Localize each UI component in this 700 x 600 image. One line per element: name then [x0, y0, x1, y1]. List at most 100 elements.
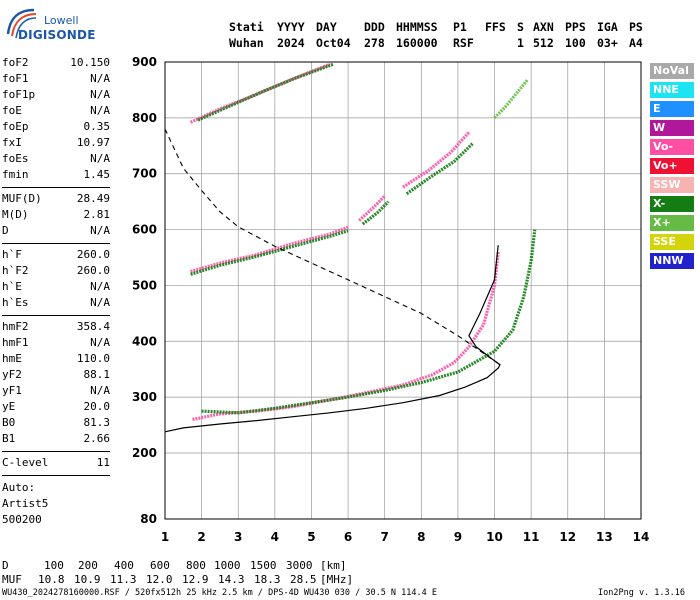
param-value: 2.81 [83, 208, 111, 221]
param-label: M(D) [2, 208, 29, 221]
param-label: foF2 [2, 56, 29, 69]
param-row: C-level 11 [2, 456, 110, 472]
header-label: Stati [229, 20, 264, 34]
param-label: yF1 [2, 384, 22, 397]
muf-value: 14.3 [218, 573, 245, 586]
param-value: 88.1 [83, 368, 111, 381]
distance-value: 400 [114, 559, 134, 572]
logo-swirl-icon [6, 8, 37, 39]
muf-value: 12.0 [146, 573, 173, 586]
param-row: h`E N/A [2, 280, 110, 296]
echo-trace [197, 62, 334, 122]
autoscaler-name: Artist5 [2, 497, 49, 510]
param-row: yF1 N/A [2, 384, 110, 400]
echo-trace [361, 200, 390, 226]
distance-label: D [2, 559, 9, 572]
param-value: 10.150 [70, 56, 110, 69]
legend-item-noval: NoVal [650, 63, 694, 79]
echo-traces [189, 62, 537, 422]
param-label: foEs [2, 152, 29, 165]
x-tick-label: 13 [596, 530, 613, 544]
y-tick-label: 600 [132, 223, 157, 237]
param-row: B1 2.66 [2, 432, 110, 448]
param-value: 2.66 [83, 432, 111, 445]
header-value: 512 [533, 36, 554, 50]
header-label: PS [629, 20, 643, 34]
legend-item-e: E [650, 101, 694, 117]
distance-value: 100 [44, 559, 64, 572]
header-value: Wuhan [229, 36, 264, 50]
param-label: h`Es [2, 296, 29, 309]
density-profile [164, 128, 501, 433]
footer-file-info: WU430_2024278160000.RSF / 520fx512h 25 k… [2, 588, 437, 598]
param-label: hmF1 [2, 336, 29, 349]
y-tick-label: 500 [132, 278, 157, 292]
header-value: 03+ [597, 36, 618, 50]
param-value: N/A [90, 152, 110, 165]
y-tick-label: 80 [140, 512, 157, 526]
param-row: hmF1 N/A [2, 336, 110, 352]
header-label: DAY [316, 20, 337, 34]
y-tick-label: 400 [132, 334, 157, 348]
header-label: PPS [565, 20, 586, 34]
param-row: yF2 88.1 [2, 368, 110, 384]
param-row: D N/A [2, 224, 110, 240]
y-tick-label: 900 [132, 55, 157, 69]
param-value: 0.35 [83, 120, 111, 133]
header-value: RSF [453, 36, 474, 50]
param-label: C-level [2, 456, 49, 469]
x-tick-label: 12 [559, 530, 576, 544]
separator [2, 243, 110, 244]
header-value: 1 [517, 36, 524, 50]
param-label: foE [2, 104, 22, 117]
param-value: 20.0 [83, 400, 111, 413]
muf-value: 28.5 [290, 573, 317, 586]
header-label: FFS [485, 20, 506, 34]
param-label: hmE [2, 352, 22, 365]
param-label: h`F [2, 248, 22, 261]
param-value: 358.4 [76, 320, 110, 333]
muf-value: 18.3 [254, 573, 281, 586]
param-label: B1 [2, 432, 16, 445]
header-value: 278 [364, 36, 385, 50]
param-value: N/A [90, 88, 110, 101]
muf-label: MUF [2, 573, 22, 586]
param-value: 81.3 [83, 416, 111, 429]
x-tick-label: 2 [197, 530, 205, 544]
legend-item-w: W [650, 120, 694, 136]
param-label: h`E [2, 280, 22, 293]
distance-value: 600 [150, 559, 170, 572]
footer-version: Ion2Png v. 1.3.16 [598, 588, 685, 598]
param-label: MUF(D) [2, 192, 42, 205]
y-tick-label: 300 [132, 390, 157, 404]
muf-value: 10.8 [38, 573, 65, 586]
echo-trace [405, 142, 474, 196]
x-tick-label: 7 [381, 530, 389, 544]
param-row: hmF2 358.4 [2, 320, 110, 336]
distance-value: 800 [186, 559, 206, 572]
separator [2, 187, 110, 188]
header-label: YYYY [277, 20, 305, 34]
param-value: N/A [90, 224, 110, 237]
scaled-parameters-panel: foF2 10.150 foF1 N/A foF1p N/A foE N/A foEp 0… [2, 0, 110, 530]
y-tick-label: 700 [132, 167, 157, 181]
param-row: h`F 260.0 [2, 248, 110, 264]
x-tick-label: 10 [486, 530, 503, 544]
header-value: Oct04 [316, 36, 351, 50]
echo-trace [358, 194, 386, 222]
distance-value: 3000 [286, 559, 313, 572]
param-value: 28.49 [76, 192, 110, 205]
separator [2, 475, 110, 476]
param-row: yE 20.0 [2, 400, 110, 416]
digisonde-logo: Lowell DIGISONDE [4, 4, 124, 44]
legend-item-sse: SSE [650, 234, 694, 250]
param-row: foF2 10.150 [2, 56, 110, 72]
header-label: P1 [453, 20, 467, 34]
param-label: yF2 [2, 368, 22, 381]
param-row: h`F2 260.0 [2, 264, 110, 280]
muf-value: 10.9 [74, 573, 101, 586]
param-row: foEs N/A [2, 152, 110, 168]
header-value: A4 [629, 36, 643, 50]
y-tick-label: 200 [132, 446, 157, 460]
